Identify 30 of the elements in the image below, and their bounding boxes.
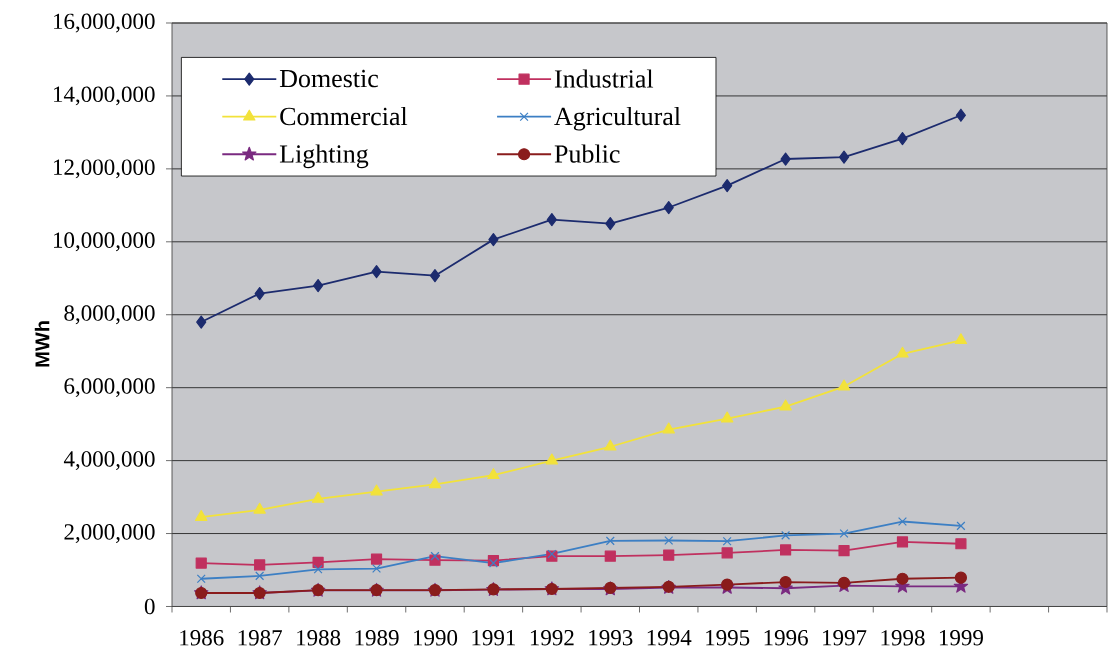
x-tick-label: 1997 <box>823 630 867 646</box>
legend-label: Domestic <box>279 69 379 88</box>
x-tick-label: 1999 <box>939 630 983 646</box>
legend-label: Industrial <box>554 69 654 88</box>
x-tick-label: 1993 <box>589 630 633 646</box>
y-tick-label: 0 <box>144 598 155 615</box>
x-tick-label: 1989 <box>355 630 399 646</box>
legend-label: Agricultural <box>554 106 681 131</box>
y-tick-label: 2,000,000 <box>64 524 155 543</box>
x-tick-label: 1988 <box>297 630 341 646</box>
legend-label: Commercial <box>280 106 408 126</box>
y-tick-label: 12,000,000 <box>54 159 155 179</box>
x-tick-label: 1986 <box>180 630 224 646</box>
x-tick-label: 1996 <box>764 630 808 646</box>
y-tick-label: 6,000,000 <box>64 378 155 398</box>
x-tick-label: 1987 <box>238 630 282 646</box>
y-tick-label: 16,000,000 <box>54 13 155 33</box>
x-tick-label: 1995 <box>706 630 750 646</box>
y-tick-label: 14,000,000 <box>54 86 155 106</box>
y-tick-label: 10,000,000 <box>54 232 155 252</box>
y-axis-title: MWh <box>34 321 50 367</box>
x-tick-label: 1992 <box>530 630 574 646</box>
y-tick-label: 8,000,000 <box>64 305 155 325</box>
x-tick-label: 1990 <box>414 630 458 646</box>
x-tick-label: 1998 <box>881 630 925 646</box>
legend-label: Lighting <box>279 144 369 169</box>
x-tick-label: 1994 <box>647 630 692 646</box>
x-tick-label: 1991 <box>472 630 516 646</box>
legend-label: Public <box>554 144 620 163</box>
y-tick-label: 4,000,000 <box>63 451 155 471</box>
